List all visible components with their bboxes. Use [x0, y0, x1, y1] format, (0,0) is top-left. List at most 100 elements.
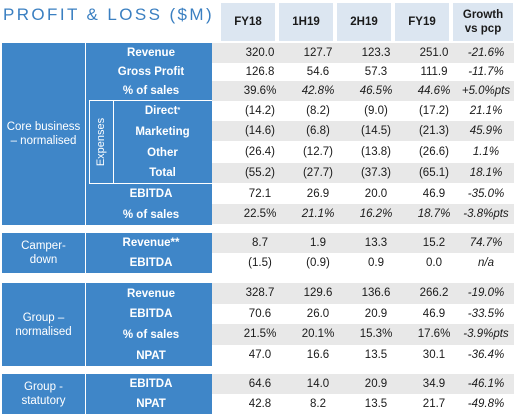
cell-2h19: 123.3 [361, 47, 391, 59]
metric-other: Other [147, 146, 178, 159]
cell-fy19: 30.1 [422, 349, 446, 361]
expenses-label-text: Expenses [95, 117, 107, 166]
cell-fy18: (14.6) [244, 125, 276, 137]
group-statutory-block [2, 374, 212, 414]
cell-growth: 21.1% [469, 105, 503, 117]
cell-fy18: 64.6 [248, 378, 272, 390]
expenses-label: Expenses [89, 100, 113, 183]
metric-pct-sales: % of sales [122, 84, 180, 97]
cell-1h19: (6.8) [306, 125, 330, 137]
cell-fy19: 21.7 [422, 398, 446, 410]
cell-2h19: 46.5% [359, 85, 393, 97]
table-row: 72.1 26.9 20.0 46.9 -35.0% [212, 184, 514, 204]
cell-growth: 18.1% [469, 167, 503, 179]
cell-fy18: 21.5% [243, 328, 277, 340]
cell-fy19: (26.6) [418, 146, 450, 158]
table-row: (26.4) (12.7) (13.8) (26.6) 1.1% [212, 142, 514, 162]
table-row: 64.6 14.0 20.9 34.9 -46.1% [212, 374, 514, 394]
core-business-label: Core business – normalised [6, 121, 81, 147]
cell-1h19: (12.7) [302, 146, 334, 158]
cell-fy18: 8.7 [252, 237, 268, 249]
cell-fy18: (1.5) [248, 257, 272, 269]
metric-ebitda: EBITDA [129, 378, 173, 390]
metric-pct-sales: % of sales [122, 208, 180, 221]
metric-direct: Direct * [144, 105, 181, 117]
cell-fy18: 320.0 [245, 47, 275, 59]
cell-fy19: 17.6% [417, 328, 451, 340]
cell-fy19: 0.0 [426, 257, 442, 269]
cell-2h19: 20.0 [364, 188, 388, 200]
table-row: 39.6% 42.8% 46.5% 44.6% +5.0%pts [212, 81, 514, 101]
cell-fy18: 22.5% [243, 208, 277, 220]
column-header-fy18: FY18 [221, 3, 275, 41]
metric-ebitda: EBITDA [129, 257, 173, 269]
cell-growth: +5.0%pts [461, 85, 511, 97]
cell-fy19: 15.2 [422, 237, 446, 249]
column-header-growth: Growth vs pcp [453, 3, 513, 41]
cell-1h19: 16.6 [306, 349, 330, 361]
cell-1h19: 8.2 [310, 398, 326, 410]
cell-2h19: 13.3 [364, 237, 388, 249]
cell-fy19: (65.1) [418, 167, 450, 179]
cell-2h19: (14.5) [360, 125, 392, 137]
table-row: (14.2) (8.2) (9.0) (17.2) 21.1% [212, 101, 514, 121]
cell-growth: -46.1% [467, 378, 505, 390]
table-row: 328.7 129.6 136.6 266.2 -19.0% [212, 283, 514, 304]
cell-1h19: 54.6 [306, 66, 330, 78]
cell-2h19: 13.5 [364, 398, 388, 410]
cell-2h19: 20.9 [364, 308, 388, 320]
metric-revenue: Revenue** [122, 237, 180, 249]
cell-growth: n/a [478, 257, 494, 269]
table-row: 47.0 16.6 13.5 30.1 -36.4% [212, 345, 514, 365]
camperdown-divider [85, 233, 86, 273]
group-normalised-divider [85, 283, 86, 366]
cell-growth: -3.9%pts [463, 328, 509, 340]
cell-growth: -35.0% [467, 188, 505, 200]
cell-fy19: 111.9 [420, 66, 448, 78]
cell-fy19: 46.9 [422, 188, 446, 200]
cell-fy19: 18.7% [417, 208, 451, 220]
cell-fy19: 46.9 [422, 308, 446, 320]
cell-growth: 74.7% [469, 237, 503, 249]
cell-fy18: 72.1 [248, 188, 272, 200]
table-row: 126.8 54.6 57.3 111.9 -11.7% [212, 62, 514, 82]
metric-revenue: Revenue [127, 287, 175, 300]
cell-1h19: (8.2) [306, 105, 330, 117]
cell-fy18: (14.2) [244, 105, 276, 117]
group-statutory-divider [85, 374, 86, 414]
cell-fy18: 39.6% [243, 85, 277, 97]
metric-gross-profit: Gross Profit [117, 65, 185, 78]
cell-1h19: 26.9 [306, 188, 330, 200]
expenses-divider-bottom [89, 183, 212, 184]
cell-growth: 1.1% [472, 146, 500, 158]
group-normalised-block [2, 283, 212, 366]
cell-2h19: 15.3% [359, 328, 393, 340]
cell-2h19: 57.3 [364, 66, 388, 78]
column-header-2h19: 2H19 [337, 3, 391, 41]
metric-direct-label: Direct [144, 105, 178, 117]
group-statutory-label: Group - statutory [21, 381, 66, 407]
group-normalised-label: Group – normalised [15, 311, 72, 338]
cell-fy19: 266.2 [419, 287, 449, 299]
cell-1h19: 127.7 [303, 47, 333, 59]
core-business-block [2, 43, 212, 225]
column-header-1h19: 1H19 [279, 3, 333, 41]
cell-growth: -49.8% [467, 398, 505, 410]
cell-growth: -36.4% [467, 349, 505, 361]
table-row: 21.5% 20.1% 15.3% 17.6% -3.9%pts [212, 324, 514, 345]
cell-growth: -3.8%pts [463, 208, 509, 220]
cell-fy18: (55.2) [244, 167, 276, 179]
cell-fy18: 42.8 [248, 398, 272, 410]
table-row: 22.5% 21.1% 16.2% 18.7% -3.8%pts [212, 204, 514, 224]
cell-growth: -21.6% [467, 47, 505, 59]
cell-growth: -19.0% [467, 287, 505, 299]
cell-2h19: 0.9 [368, 257, 384, 269]
camperdown-block [2, 233, 212, 273]
cell-1h19: 42.8% [301, 85, 335, 97]
table-row: (1.5) (0.9) 0.9 0.0 n/a [212, 253, 514, 273]
table-row: 320.0 127.7 123.3 251.0 -21.6% [212, 43, 514, 63]
cell-2h19: (13.8) [360, 146, 392, 158]
cell-1h19: 26.0 [306, 308, 330, 320]
cell-1h19: (0.9) [306, 257, 330, 269]
expenses-divider-left [89, 100, 90, 183]
